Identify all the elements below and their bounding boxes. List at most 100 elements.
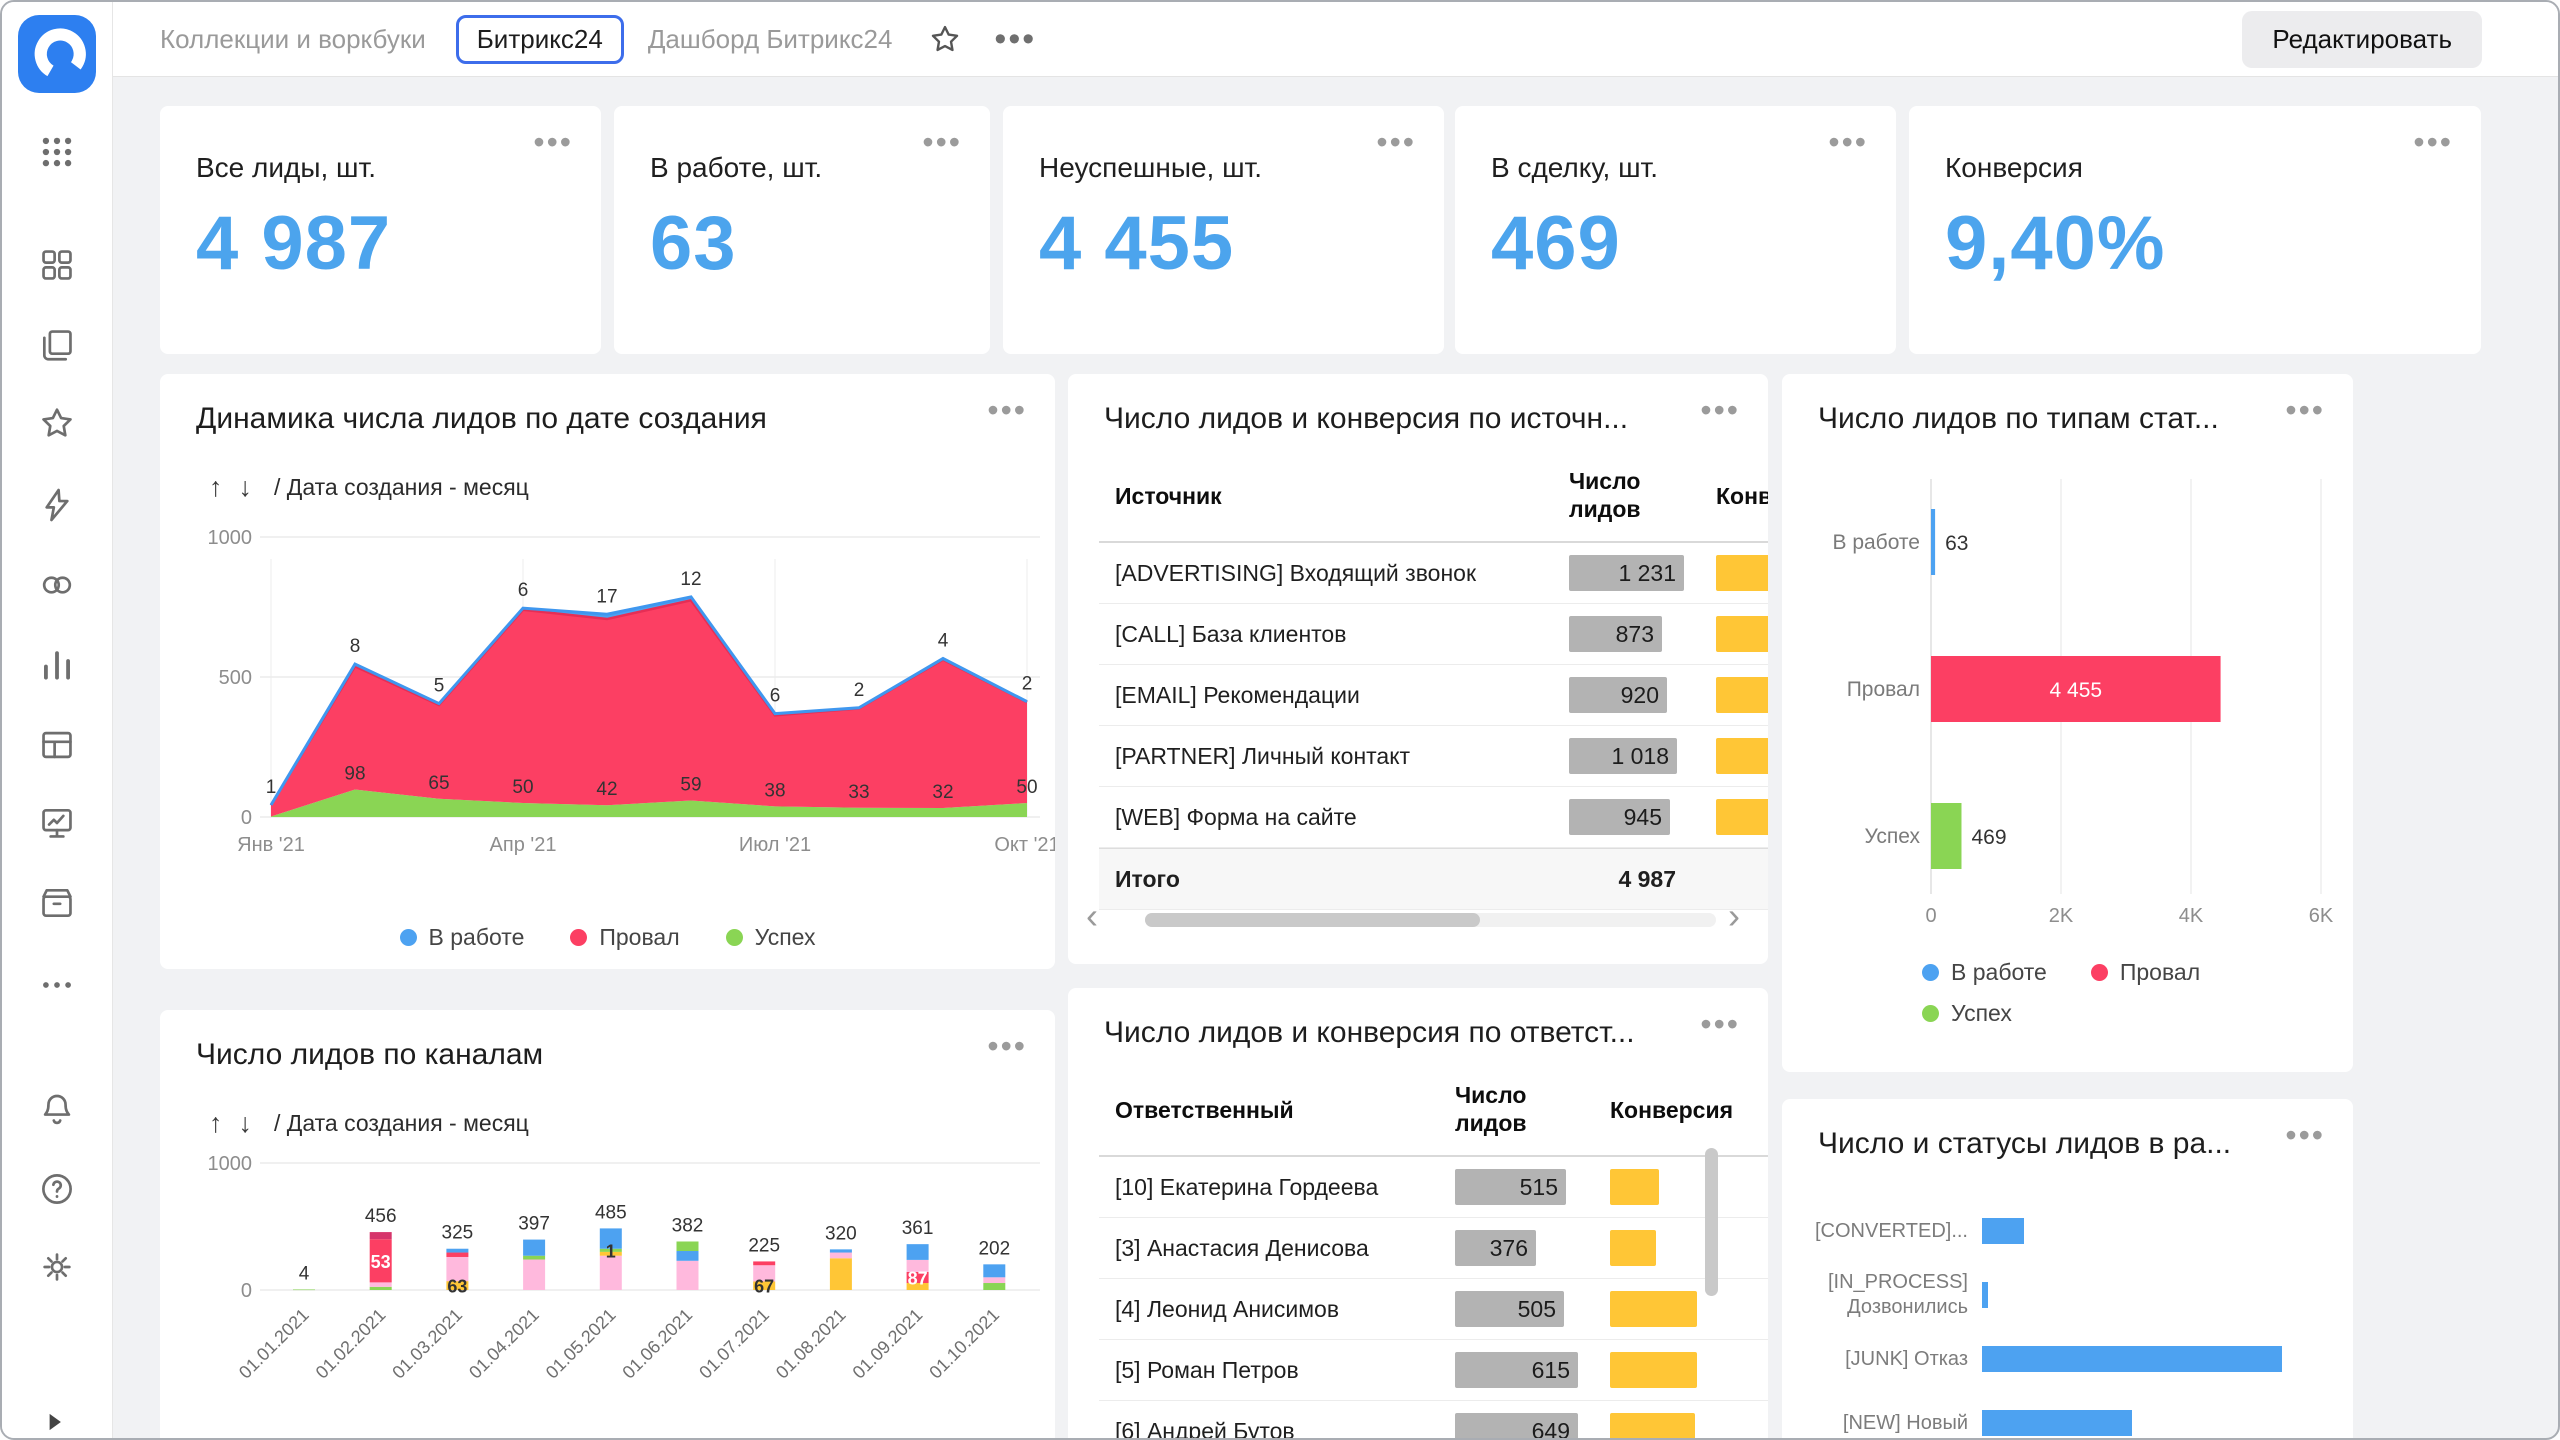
column-header[interactable]: Конверсия: [1716, 482, 1768, 509]
sort-asc-icon[interactable]: ↑: [209, 1108, 223, 1138]
table-row[interactable]: [4] Леонид Анисимов 505: [1099, 1279, 1768, 1340]
sort-asc-icon[interactable]: ↑: [209, 472, 223, 502]
sort-field-label[interactable]: / Дата создания - месяц: [274, 1110, 529, 1136]
row-label: [4] Леонид Анисимов: [1115, 1295, 1340, 1322]
row-label: [PARTNER] Личный контакт: [1115, 742, 1411, 769]
svg-text:01.01.2021: 01.01.2021: [235, 1305, 313, 1383]
table-row[interactable]: [ADVERTISING] Входящий звонок 1 231: [1099, 543, 1768, 604]
legend-item[interactable]: Успех: [1922, 1000, 2012, 1027]
widget-menu-icon[interactable]: •••: [2285, 1117, 2325, 1153]
widget-menu-icon[interactable]: •••: [1700, 1006, 1740, 1042]
svg-text:59: 59: [680, 774, 701, 795]
bar-chart-canvas[interactable]: 0 2K 4K 6K В работе 63 Провал 4 455 Успех 469: [1782, 444, 2353, 944]
scroll-left-icon[interactable]: ‹: [1086, 895, 1098, 936]
widget-menu-icon[interactable]: •••: [1828, 124, 1868, 160]
statuses-bars[interactable]: [CONVERTED]... [IN_PROCESS] Дозвонились [J…: [1782, 1199, 2333, 1438]
table-row[interactable]: [3] Анастасия Денисова 376: [1099, 1218, 1768, 1279]
favorite-star-icon[interactable]: [928, 22, 962, 56]
datalens-logo-icon[interactable]: [18, 15, 96, 93]
edit-button[interactable]: Редактировать: [2242, 10, 2482, 68]
notifications-bell-icon[interactable]: [35, 1087, 79, 1131]
favorites-star-icon[interactable]: [35, 401, 79, 445]
datasets-icon[interactable]: [35, 723, 79, 767]
kpi-card-total-leads: ••• Все лиды, шт. 4 987: [160, 106, 601, 354]
editor-lightning-icon[interactable]: [35, 483, 79, 527]
row-label: [WEB] Форма на сайте: [1115, 803, 1357, 830]
breadcrumb-collections[interactable]: Коллекции и воркбуки: [160, 23, 426, 54]
table-row[interactable]: [PARTNER] Личный контакт 1 018: [1099, 726, 1768, 787]
conversion-bar: [1610, 1413, 1695, 1438]
connections-icon[interactable]: [35, 563, 79, 607]
widget-menu-icon[interactable]: •••: [1700, 392, 1740, 428]
row-label: [5] Роман Петров: [1115, 1356, 1299, 1383]
status-bar-row[interactable]: [CONVERTED]...: [1782, 1199, 2333, 1263]
widget-menu-icon[interactable]: •••: [922, 124, 962, 160]
workbooks-icon[interactable]: [35, 323, 79, 367]
conversion-cell: [1594, 1279, 1768, 1339]
column-header[interactable]: Число лидов: [1455, 1082, 1527, 1136]
svg-text:0: 0: [241, 807, 252, 829]
table-row[interactable]: [5] Роман Петров 615: [1099, 1340, 1768, 1401]
svg-text:17: 17: [596, 586, 617, 607]
conversion-bar: [1716, 555, 1768, 591]
status-bar: [1982, 1346, 2282, 1372]
column-header[interactable]: Ответственный: [1115, 1096, 1294, 1123]
widget-menu-icon[interactable]: •••: [1376, 124, 1416, 160]
chart-legend[interactable]: В работе Провал Успех: [1922, 959, 2282, 1027]
widget-menu-icon[interactable]: •••: [2413, 124, 2453, 160]
expand-sidebar-icon[interactable]: [32, 1400, 76, 1438]
legend-item[interactable]: Провал: [570, 924, 680, 951]
area-chart-canvas[interactable]: Янв '21 Апр '21 Июл '21 Окт '21 0 500 1000 1 8 5 6…: [160, 514, 1056, 894]
more-items-icon[interactable]: [35, 963, 79, 1007]
widget-menu-icon[interactable]: •••: [533, 124, 573, 160]
legend-item[interactable]: Провал: [2090, 959, 2200, 986]
status-bar-row[interactable]: [NEW] Новый: [1782, 1391, 2333, 1438]
table-row[interactable]: [6] Андрей Бутов 649: [1099, 1401, 1768, 1438]
svg-text:4 455: 4 455: [2050, 679, 2103, 702]
leads-bar: 515: [1455, 1169, 1566, 1205]
svg-text:Апр '21: Апр '21: [490, 834, 557, 856]
svg-text:325: 325: [442, 1223, 474, 1244]
table-row[interactable]: [WEB] Форма на сайте 945: [1099, 787, 1768, 848]
chart-legend[interactable]: В работе Провал Успех: [160, 924, 1055, 951]
svg-text:456: 456: [365, 1206, 397, 1227]
charts-icon[interactable]: [35, 643, 79, 687]
storage-icon[interactable]: [35, 881, 79, 925]
kpi-value: 9,40%: [1945, 201, 2166, 286]
scrollbar-thumb[interactable]: [1145, 913, 1480, 927]
header-more-menu-icon[interactable]: •••: [994, 19, 1037, 58]
sort-field-label[interactable]: / Дата создания - месяц: [274, 474, 529, 500]
conversion-bar: [1610, 1230, 1656, 1266]
sort-desc-icon[interactable]: ↓: [238, 1108, 253, 1138]
responsible-table: Ответственный Число лидов Конверсия [10] Ек…: [1099, 1065, 1768, 1438]
scroll-right-icon[interactable]: ›: [1728, 895, 1740, 936]
breadcrumb-dashboard[interactable]: Дашборд Битрикс24: [647, 23, 893, 54]
settings-gear-icon[interactable]: [35, 1245, 79, 1289]
breadcrumb-workbook-active[interactable]: Битрикс24: [455, 14, 624, 64]
widget-menu-icon[interactable]: •••: [987, 392, 1027, 428]
horizontal-scrollbar[interactable]: [1145, 913, 1716, 927]
column-header[interactable]: Число лидов: [1569, 468, 1641, 522]
table-row[interactable]: [EMAIL] Рекомендации 920: [1099, 665, 1768, 726]
column-header[interactable]: Источник: [1115, 482, 1222, 509]
svg-text:382: 382: [672, 1215, 704, 1236]
legend-item[interactable]: В работе: [1922, 959, 2047, 986]
legend-item[interactable]: В работе: [399, 924, 524, 951]
legend-dot-icon: [1922, 1005, 1939, 1022]
help-icon[interactable]: [35, 1167, 79, 1211]
dashboards-monitor-icon[interactable]: [35, 801, 79, 845]
status-bar-row[interactable]: [IN_PROCESS] Дозвонились: [1782, 1263, 2333, 1327]
widget-menu-icon[interactable]: •••: [987, 1028, 1027, 1064]
widget-menu-icon[interactable]: •••: [2285, 392, 2325, 428]
table-row[interactable]: [CALL] База клиентов 873: [1099, 604, 1768, 665]
stacked-bar-canvas[interactable]: 0 1000 4 01.01.2021 456 53 01.02.2021 325 63 01.0…: [160, 1150, 1055, 1438]
vertical-scrollbar-thumb[interactable]: [1705, 1148, 1718, 1296]
leads-bar: 920: [1569, 677, 1667, 713]
column-header[interactable]: Конверсия: [1610, 1096, 1734, 1123]
status-bar-row[interactable]: [JUNK] Отказ: [1782, 1327, 2333, 1391]
legend-item[interactable]: Успех: [725, 924, 815, 951]
collections-icon[interactable]: [35, 243, 79, 287]
sort-desc-icon[interactable]: ↓: [238, 472, 253, 502]
services-grid-icon[interactable]: [35, 130, 79, 174]
table-row[interactable]: [10] Екатерина Гордеева 515: [1099, 1157, 1768, 1218]
